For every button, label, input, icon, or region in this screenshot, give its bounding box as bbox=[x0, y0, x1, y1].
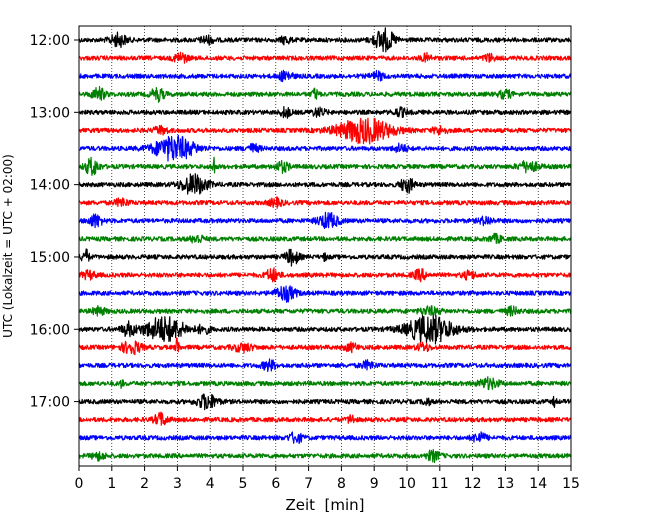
plot-frame bbox=[78, 25, 572, 467]
trace-1345 bbox=[78, 156, 572, 177]
x-axis-ticks: 0 1 2 3 4 5 6 7 8 9 10 11 12 13 14 15 bbox=[75, 466, 580, 492]
trace-1400 bbox=[78, 173, 572, 195]
x-tick-label: 15 bbox=[562, 476, 580, 492]
trace-1200 bbox=[78, 27, 572, 53]
trace-1600 bbox=[78, 314, 572, 345]
trace-1730 bbox=[78, 431, 572, 444]
y-tick-label: 17:00 bbox=[30, 395, 70, 411]
trace-1700 bbox=[78, 393, 572, 411]
trace-1615 bbox=[78, 337, 572, 356]
trace-1745 bbox=[78, 449, 572, 464]
y-tick-label: 14:00 bbox=[30, 178, 70, 194]
trace-1300 bbox=[78, 105, 572, 119]
trace-1245 bbox=[78, 86, 572, 103]
x-tick-label: 11 bbox=[431, 476, 449, 492]
trace-1430 bbox=[78, 211, 572, 230]
x-axis-label: Zeit [min] bbox=[285, 496, 364, 514]
y-tick-label: 15:00 bbox=[30, 250, 70, 266]
trace-1315 bbox=[78, 117, 572, 145]
x-tick-label: 1 bbox=[107, 476, 116, 492]
x-tick-label: 4 bbox=[206, 476, 215, 492]
y-axis-label: UTC (Lokalzeit = UTC + 02:00) bbox=[1, 154, 15, 338]
trace-1415 bbox=[78, 196, 572, 209]
x-tick-label: 14 bbox=[529, 476, 547, 492]
x-tick-label: 0 bbox=[75, 476, 84, 492]
x-tick-label: 13 bbox=[496, 476, 514, 492]
x-tick-label: 5 bbox=[239, 476, 248, 492]
seismogram-traces bbox=[78, 27, 572, 464]
trace-1645 bbox=[78, 376, 572, 391]
x-tick-label: 7 bbox=[304, 476, 313, 492]
x-tick-label: 6 bbox=[271, 476, 280, 492]
x-tick-label: 2 bbox=[140, 476, 149, 492]
trace-1215 bbox=[78, 51, 572, 64]
y-tick-label: 13:00 bbox=[30, 105, 70, 121]
y-tick-label: 16:00 bbox=[30, 322, 70, 338]
trace-1530 bbox=[78, 285, 572, 303]
trace-1545 bbox=[78, 305, 572, 317]
trace-1230 bbox=[78, 69, 572, 83]
x-tick-label: 10 bbox=[398, 476, 416, 492]
x-tick-label: 8 bbox=[337, 476, 346, 492]
trace-1515 bbox=[78, 267, 572, 283]
grid-lines bbox=[111, 26, 539, 466]
trace-1715 bbox=[78, 411, 572, 426]
y-tick-label: 12:00 bbox=[30, 33, 70, 49]
trace-1630 bbox=[78, 358, 572, 373]
x-tick-label: 12 bbox=[464, 476, 482, 492]
trace-1445 bbox=[78, 232, 572, 245]
x-tick-label: 9 bbox=[370, 476, 379, 492]
y-axis-ticks: 12:00 13:00 14:00 15:00 16:00 17:00 bbox=[30, 33, 79, 411]
x-tick-label: 3 bbox=[173, 476, 182, 492]
trace-1500 bbox=[78, 248, 572, 267]
trace-1330 bbox=[78, 134, 572, 162]
